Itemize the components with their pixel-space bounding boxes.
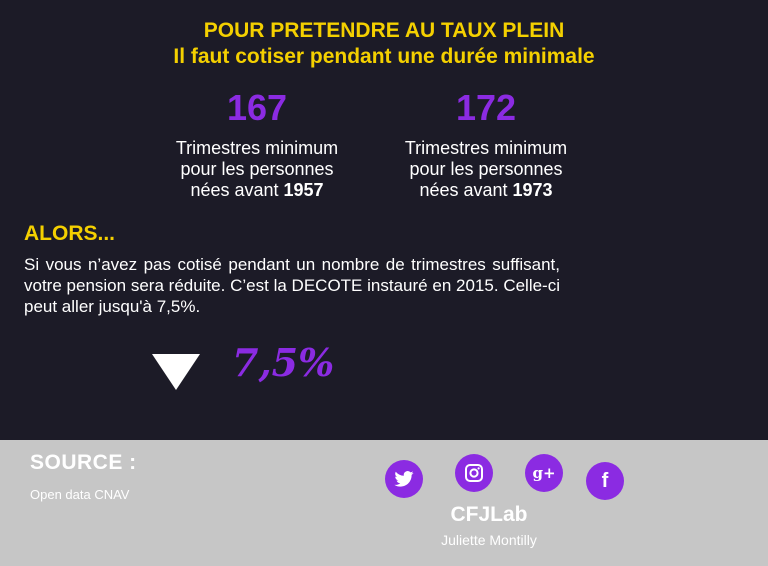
stat-number: 167 — [226, 87, 288, 128]
source-label: SOURCE : — [30, 451, 137, 474]
stat-year: 1957 — [283, 180, 324, 200]
twitter-icon[interactable] — [385, 460, 423, 498]
footer: SOURCE : Open data CNAV g+ f CFJLab Juli… — [0, 440, 768, 566]
stat-172: 172 Trimestres minimum pour les personne… — [376, 88, 596, 201]
decote-paragraph: Si vous n’avez pas cotisé pendant un nom… — [24, 255, 560, 316]
google-plus-icon[interactable]: g+ — [525, 454, 563, 492]
alors-heading: ALORS... — [24, 222, 116, 245]
brand-name: CFJLab — [450, 503, 528, 526]
stat-description: Trimestres minimum pour les personnes né… — [175, 138, 339, 200]
stat-167: 167 Trimestres minimum pour les personne… — [147, 88, 367, 201]
page-subtitle: Il faut cotiser pendant une durée minima… — [173, 45, 595, 68]
main-panel: POUR PRETENDRE AU TAUX PLEIN Il faut cot… — [24, 19, 596, 390]
instagram-icon[interactable] — [455, 454, 493, 492]
author-name: Juliette Montilly — [441, 532, 537, 548]
triangle-down-icon — [152, 354, 200, 390]
decote-percentage: 7,5% — [232, 340, 335, 385]
stat-description: Trimestres minimum pour les personnes né… — [404, 138, 568, 200]
source-value: Open data CNAV — [30, 487, 130, 502]
facebook-icon[interactable]: f — [586, 462, 624, 500]
stat-number: 172 — [455, 87, 517, 128]
stat-year: 1973 — [512, 180, 553, 200]
page-title: POUR PRETENDRE AU TAUX PLEIN — [203, 19, 565, 42]
